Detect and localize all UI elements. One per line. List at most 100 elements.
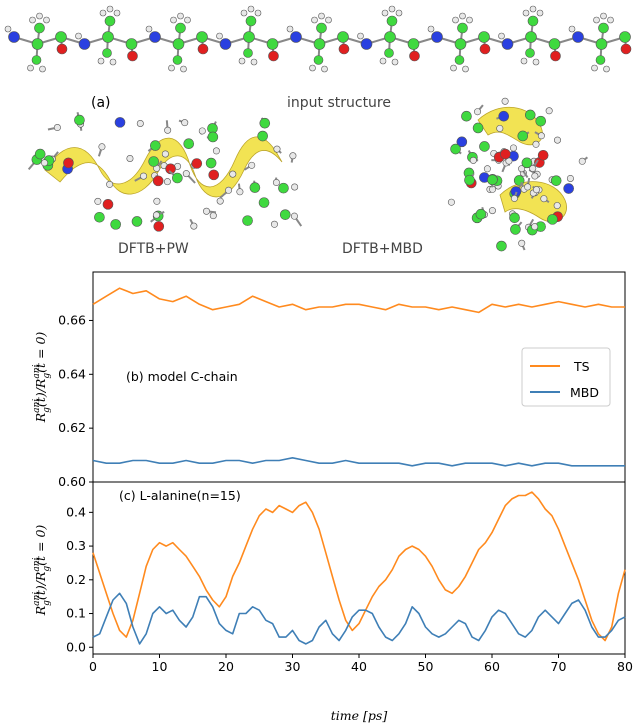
carbon-atom [278, 182, 289, 194]
hydrogen-atom [247, 5, 255, 13]
carbon-atom [205, 157, 217, 169]
oxygen-atom [500, 148, 511, 160]
hydrogen-atom [529, 164, 537, 172]
hydrogen-atom [98, 143, 106, 151]
nitrogen-atom [149, 31, 161, 43]
nitrogen-atom [8, 31, 20, 43]
oxygen-atom [537, 149, 549, 161]
hydrogen-atom [270, 220, 278, 228]
panel-b-annotation: (b) model C-chain [126, 369, 238, 384]
hydrogen-atom [593, 16, 600, 24]
oxygen-atom [409, 50, 420, 62]
hydrogen-atom [309, 64, 316, 72]
carbon-atom [175, 22, 186, 34]
hydrogen-atom [248, 161, 256, 169]
carbon-atom [535, 115, 547, 127]
carbon-atom [461, 110, 472, 122]
hydrogen-atom [163, 178, 171, 186]
carbon-atom [478, 31, 490, 43]
panel-b-series-ts [92, 287, 625, 314]
panel-c-x-tick-label: 70 [551, 659, 567, 674]
hydrogen-atom [290, 212, 298, 220]
legend-mbd-label: MBD [570, 385, 599, 400]
oxygen-atom [338, 43, 350, 55]
nitrogen-atom [563, 183, 574, 194]
panel-c-x-tick-label: 80 [617, 659, 633, 674]
carbon-atom [279, 209, 291, 220]
hydrogen-atom [99, 9, 107, 17]
carbon-atom [110, 219, 121, 230]
hydrogen-atom [40, 159, 48, 167]
panel-c-y-tick-label: 0.1 [66, 606, 86, 621]
dftb-mbd-label: DFTB+MBD [342, 241, 423, 257]
hydrogen-atom [164, 126, 172, 134]
carbon-atom [525, 31, 537, 43]
hydrogen-atom [168, 64, 175, 72]
hydrogen-atom [182, 170, 190, 178]
nitrogen-atom [290, 31, 302, 43]
hydrogen-atom [39, 65, 46, 73]
hydrogen-atom [381, 9, 389, 17]
hydrogen-atom [466, 16, 473, 24]
carbon-atom [595, 38, 608, 50]
nitrogen-atom [498, 110, 510, 122]
hydrogen-atom [272, 179, 280, 187]
panel-c-x-ticks: 0 10 20 30 40 50 60 70 80 [89, 654, 633, 674]
carbon-atom [55, 31, 67, 43]
panel-c-x-tick-label: 30 [285, 659, 301, 674]
nitrogen-atom [219, 38, 232, 50]
carbon-atom [31, 38, 44, 50]
hydrogen-atom [126, 155, 134, 163]
hydrogen-atom [140, 172, 148, 180]
nitrogen-atom [360, 38, 373, 50]
hydrogen-atom [94, 197, 102, 205]
carbon-atom [34, 22, 45, 34]
carbon-atom [148, 156, 159, 167]
carbon-atom [521, 157, 533, 169]
hydrogen-atom [529, 5, 537, 13]
carbon-atom [464, 174, 475, 186]
panel-c-annotation: (c) L-alanine(n=15) [119, 488, 241, 503]
panel-c-y-tick-label: 0.4 [66, 504, 86, 519]
hydrogen-atom [469, 156, 477, 164]
hydrogen-atom [600, 12, 607, 20]
carbon-atom [384, 31, 396, 43]
hydrogen-atom [568, 25, 576, 33]
oxygen-atom [56, 43, 68, 55]
hydrogen-atom [459, 12, 466, 20]
carbon-atom [457, 22, 468, 34]
carbon-atom [337, 31, 349, 43]
carbon-atom [172, 172, 183, 184]
hydrogen-atom [566, 174, 574, 182]
panel-b-y-tick-label: 0.66 [58, 312, 86, 327]
hydrogen-atom [501, 97, 509, 105]
carbon-atom [94, 211, 105, 223]
oxygen-atom [550, 50, 561, 62]
carbon-atom [102, 48, 112, 58]
panel-c-x-tick-label: 10 [152, 659, 168, 674]
hydrogen-atom [145, 25, 153, 33]
carbon-atom [525, 48, 535, 58]
hydrogen-atom [395, 9, 403, 17]
hydrogen-atom [198, 127, 206, 135]
carbon-atom [509, 212, 520, 224]
hydrogen-atom [518, 239, 526, 247]
carbon-atom [524, 109, 536, 121]
carbon-atom [384, 48, 394, 58]
hydrogen-atom [75, 32, 82, 40]
chart-panel-b: 0.60 0.62 0.64 0.66 (b) model C-chain TS MB… [32, 271, 626, 489]
carbon-atom [547, 214, 558, 225]
panel-c-y-label: Ranig(t)/Ranig(t = 0) [32, 525, 52, 617]
hydrogen-atom [427, 25, 435, 33]
molecule-illustrations [4, 5, 632, 252]
hydrogen-atom [212, 147, 220, 155]
hydrogen-atom [447, 198, 455, 206]
carbon-atom [257, 130, 268, 142]
carbon-atom [496, 240, 507, 252]
nitrogen-atom [431, 31, 443, 43]
panel-c-x-tick-label: 60 [484, 659, 500, 674]
carbon-atom [245, 15, 257, 27]
panel-c-series-ts [92, 491, 626, 642]
hydrogen-atom [190, 222, 198, 230]
hydrogen-atom [553, 136, 561, 144]
